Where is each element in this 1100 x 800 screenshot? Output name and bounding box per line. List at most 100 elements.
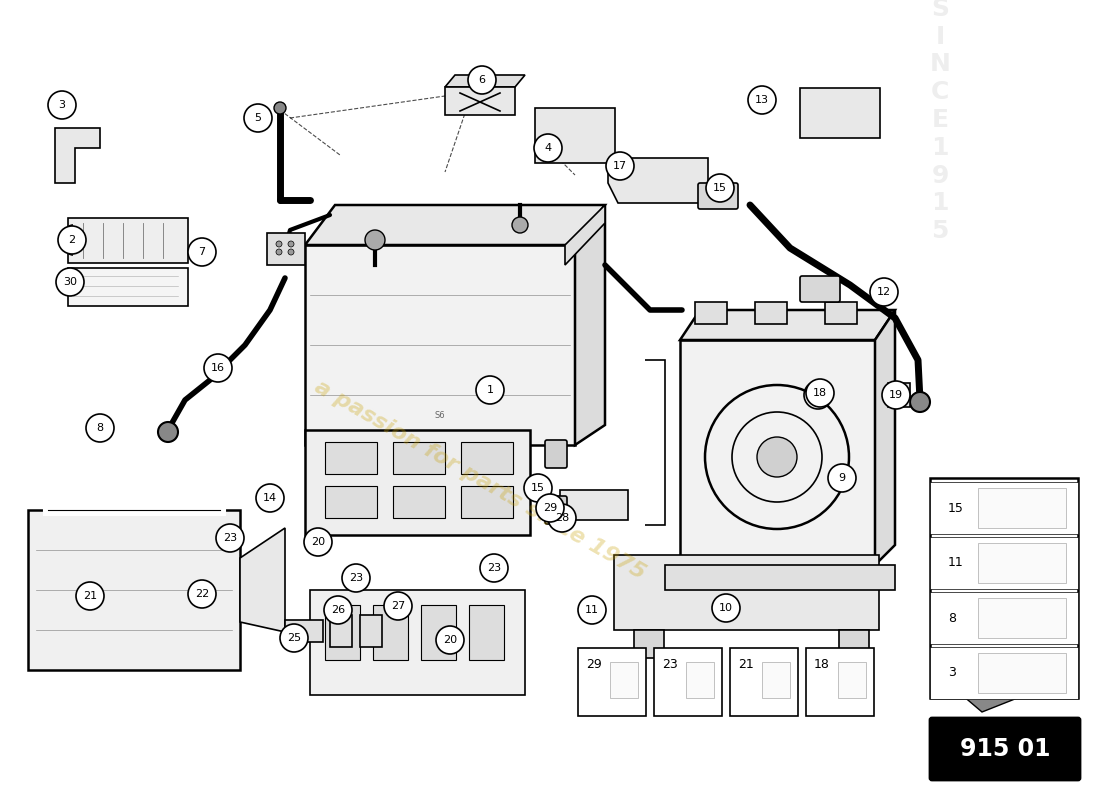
Text: 8: 8 xyxy=(97,423,103,433)
Circle shape xyxy=(512,217,528,233)
Polygon shape xyxy=(305,245,575,445)
FancyBboxPatch shape xyxy=(978,598,1066,638)
Text: 23: 23 xyxy=(223,533,238,543)
Polygon shape xyxy=(446,87,515,115)
Text: 29: 29 xyxy=(543,503,557,513)
Circle shape xyxy=(288,249,294,255)
FancyBboxPatch shape xyxy=(698,183,738,209)
FancyBboxPatch shape xyxy=(330,615,352,647)
Text: 10: 10 xyxy=(719,603,733,613)
Text: 16: 16 xyxy=(211,363,226,373)
Text: 29: 29 xyxy=(586,658,602,670)
Text: 8: 8 xyxy=(948,611,956,625)
Polygon shape xyxy=(305,430,530,535)
Text: 6: 6 xyxy=(478,75,485,85)
Text: 26: 26 xyxy=(331,605,345,615)
FancyBboxPatch shape xyxy=(393,486,446,518)
Circle shape xyxy=(48,91,76,119)
Polygon shape xyxy=(839,630,869,658)
Circle shape xyxy=(158,422,178,442)
Circle shape xyxy=(436,626,464,654)
Circle shape xyxy=(828,464,856,492)
Circle shape xyxy=(910,392,930,412)
Polygon shape xyxy=(680,340,874,565)
Circle shape xyxy=(548,504,576,532)
FancyBboxPatch shape xyxy=(267,233,305,265)
FancyBboxPatch shape xyxy=(800,276,840,302)
Circle shape xyxy=(524,474,552,502)
Text: 3: 3 xyxy=(58,100,66,110)
Text: 9: 9 xyxy=(838,473,846,483)
FancyBboxPatch shape xyxy=(806,648,874,716)
Text: 5: 5 xyxy=(254,113,262,123)
Text: 28: 28 xyxy=(554,513,569,523)
FancyBboxPatch shape xyxy=(838,662,866,698)
Circle shape xyxy=(706,174,734,202)
Polygon shape xyxy=(614,555,879,630)
Text: 13: 13 xyxy=(755,95,769,105)
Text: 21: 21 xyxy=(82,591,97,601)
Circle shape xyxy=(256,484,284,512)
Circle shape xyxy=(188,580,216,608)
Text: 18: 18 xyxy=(813,388,827,398)
Text: 25: 25 xyxy=(287,633,301,643)
FancyBboxPatch shape xyxy=(578,648,646,716)
Text: 17: 17 xyxy=(613,161,627,171)
FancyBboxPatch shape xyxy=(930,482,1078,534)
FancyBboxPatch shape xyxy=(730,648,798,716)
Polygon shape xyxy=(608,158,708,203)
FancyBboxPatch shape xyxy=(978,488,1066,528)
FancyBboxPatch shape xyxy=(360,615,382,647)
Polygon shape xyxy=(800,88,880,138)
Text: 14: 14 xyxy=(263,493,277,503)
Circle shape xyxy=(870,278,898,306)
Text: 915 01: 915 01 xyxy=(959,737,1050,761)
FancyBboxPatch shape xyxy=(610,662,638,698)
Polygon shape xyxy=(68,218,188,263)
FancyBboxPatch shape xyxy=(695,302,727,324)
FancyBboxPatch shape xyxy=(978,653,1066,693)
Text: 11: 11 xyxy=(948,557,964,570)
Text: 15: 15 xyxy=(531,483,544,493)
FancyBboxPatch shape xyxy=(544,440,566,468)
Circle shape xyxy=(288,241,294,247)
Circle shape xyxy=(606,152,634,180)
Text: 15: 15 xyxy=(713,183,727,193)
FancyBboxPatch shape xyxy=(469,605,504,660)
FancyBboxPatch shape xyxy=(544,496,566,524)
Circle shape xyxy=(58,226,86,254)
Text: 20: 20 xyxy=(443,635,458,645)
Circle shape xyxy=(342,564,370,592)
Circle shape xyxy=(476,376,504,404)
Circle shape xyxy=(468,66,496,94)
Polygon shape xyxy=(535,108,615,163)
Text: 27: 27 xyxy=(390,601,405,611)
Circle shape xyxy=(536,494,564,522)
Circle shape xyxy=(882,381,910,409)
Polygon shape xyxy=(68,268,188,306)
Circle shape xyxy=(56,268,84,296)
Circle shape xyxy=(280,624,308,652)
FancyBboxPatch shape xyxy=(324,605,360,660)
FancyBboxPatch shape xyxy=(461,442,513,474)
FancyBboxPatch shape xyxy=(285,620,323,642)
Circle shape xyxy=(274,102,286,114)
Polygon shape xyxy=(28,510,240,670)
FancyBboxPatch shape xyxy=(825,302,857,324)
Circle shape xyxy=(806,379,834,407)
Text: 7: 7 xyxy=(198,247,206,257)
Circle shape xyxy=(276,241,282,247)
FancyBboxPatch shape xyxy=(930,718,1080,780)
Text: 11: 11 xyxy=(585,605,600,615)
Polygon shape xyxy=(565,205,605,265)
FancyBboxPatch shape xyxy=(930,478,1078,698)
Polygon shape xyxy=(240,528,285,632)
Text: a passion for parts since 1975: a passion for parts since 1975 xyxy=(311,377,649,583)
Polygon shape xyxy=(55,128,100,183)
FancyBboxPatch shape xyxy=(930,647,1078,699)
FancyBboxPatch shape xyxy=(930,592,1078,644)
FancyBboxPatch shape xyxy=(686,662,714,698)
Circle shape xyxy=(304,528,332,556)
Polygon shape xyxy=(446,75,525,87)
Circle shape xyxy=(204,354,232,382)
